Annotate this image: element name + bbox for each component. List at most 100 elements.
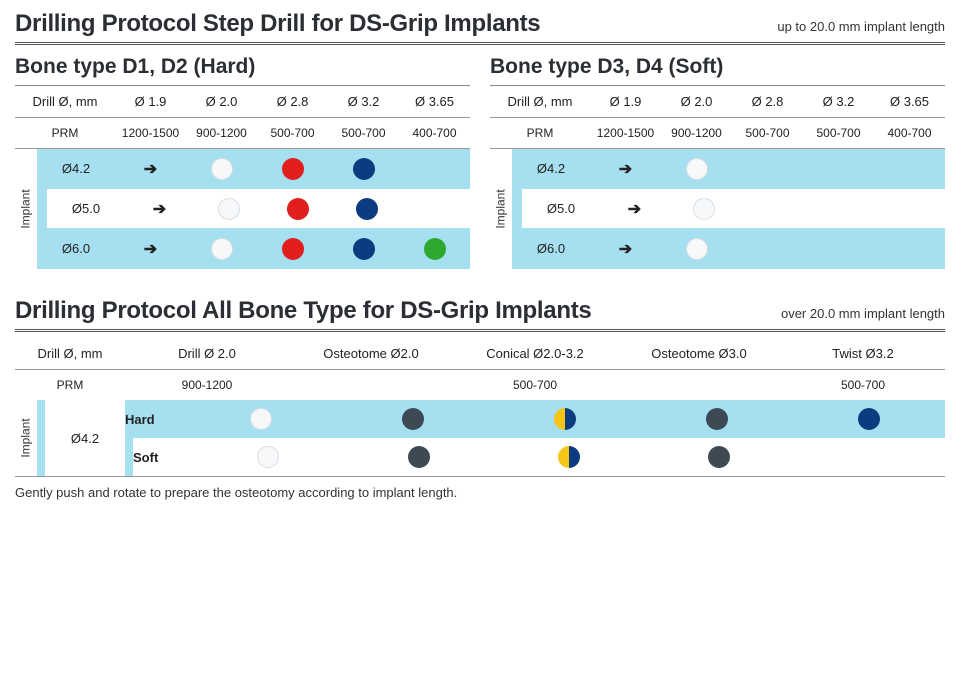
dot-slate (644, 446, 794, 468)
soft-header-row: Drill Ø, mm Ø 1.9 Ø 2.0 Ø 2.8 Ø 3.2 Ø 3.… (490, 86, 945, 118)
bottom-title: Drilling Protocol All Bone Type for DS-G… (15, 297, 591, 325)
diam: Ø 3.2 (803, 94, 874, 109)
implant-tab-label: Implant (494, 189, 508, 228)
panel-hard-title: Bone type D1, D2 (Hard) (15, 51, 470, 86)
implant-diameter: Ø4.2 (37, 161, 115, 176)
col: Conical Ø2.0-3.2 (453, 346, 617, 361)
dot-navy (328, 158, 399, 180)
dot-navy (332, 198, 401, 220)
dot-green (399, 238, 470, 260)
diam: Ø 1.9 (590, 94, 661, 109)
col: Twist Ø3.2 (781, 346, 945, 361)
implant-row: Ø4.2➔ (512, 149, 945, 189)
soft-implant-block: Implant Ø4.2➔Ø5.0➔Ø6.0➔ (490, 149, 945, 269)
dot-slate (343, 446, 493, 468)
soft-implant-rows: Ø4.2➔Ø5.0➔Ø6.0➔ (512, 149, 945, 269)
dot-white (661, 158, 732, 180)
panel-soft-title: Bone type D3, D4 (Soft) (490, 51, 945, 86)
bottom-implant-block: Implant Ø4.2 Hard Soft (15, 400, 945, 476)
dot-slate (337, 408, 489, 430)
bone-row: Hard (125, 400, 945, 438)
dot-white (185, 408, 337, 430)
diam: Ø 3.65 (399, 94, 470, 109)
dot-white (661, 238, 732, 260)
implant-diameter: Ø5.0 (47, 201, 125, 216)
diam: Ø 3.65 (874, 94, 945, 109)
footnote: Gently push and rotate to prepare the os… (15, 476, 945, 500)
prm-label: PRM (15, 126, 115, 140)
drill-label: Drill Ø, mm (15, 94, 115, 109)
drill-label: Drill Ø, mm (15, 346, 125, 361)
dot-red (257, 238, 328, 260)
dot-white (669, 198, 738, 220)
dot-white (186, 158, 257, 180)
prm-label: PRM (15, 378, 125, 392)
drill-label: Drill Ø, mm (490, 94, 590, 109)
implant-row: Ø6.0➔ (37, 229, 470, 269)
prm: 500-700 (257, 126, 328, 140)
prm: 400-700 (874, 126, 945, 140)
prm: 400-700 (399, 126, 470, 140)
implant-row: Ø5.0➔ (522, 189, 945, 229)
col: Drill Ø 2.0 (125, 346, 289, 361)
col: Osteotome Ø3.0 (617, 346, 781, 361)
prm: 900-1200 (186, 126, 257, 140)
prm: 1200-1500 (115, 126, 186, 140)
arrow-icon: ➔ (590, 239, 661, 259)
bottom-section: Drilling Protocol All Bone Type for DS-G… (15, 297, 945, 500)
implant-tab: Implant (15, 400, 37, 476)
diam: Ø 2.0 (661, 94, 732, 109)
top-subtitle: up to 20.0 mm implant length (777, 19, 945, 34)
bottom-implant-rows: Hard Soft (125, 400, 945, 476)
dot-white (194, 198, 263, 220)
diam: Ø 1.9 (115, 94, 186, 109)
prm: 500-700 (453, 378, 617, 392)
bottom-title-row: Drilling Protocol All Bone Type for DS-G… (15, 297, 945, 332)
prm: 500-700 (328, 126, 399, 140)
bottom-prm-row: PRM 900-1200 500-700 500-700 (15, 370, 945, 400)
prm: 500-700 (781, 378, 945, 392)
arrow-icon: ➔ (125, 199, 194, 219)
hard-prm-row: PRM 1200-1500 900-1200 500-700 500-700 4… (15, 118, 470, 149)
dot-half (489, 408, 641, 430)
implant-tab-label: Implant (19, 189, 33, 228)
bone-type-label: Soft (133, 450, 193, 465)
dot-white (186, 238, 257, 260)
implant-diameter: Ø4.2 (512, 161, 590, 176)
bone-type-label: Hard (125, 412, 185, 427)
implant-diameter: Ø6.0 (512, 241, 590, 256)
top-title: Drilling Protocol Step Drill for DS-Grip… (15, 10, 540, 38)
hard-implant-block: Implant Ø4.2➔Ø5.0➔Ø6.0➔ (15, 149, 470, 269)
bottom-diameter: Ø4.2 (45, 400, 125, 476)
diam: Ø 2.0 (186, 94, 257, 109)
arrow-icon: ➔ (600, 199, 669, 219)
implant-diameter: Ø5.0 (522, 201, 600, 216)
arrow-icon: ➔ (115, 239, 186, 259)
implant-diameter: Ø6.0 (37, 241, 115, 256)
col: Osteotome Ø2.0 (289, 346, 453, 361)
dot-navy (328, 238, 399, 260)
top-title-row: Drilling Protocol Step Drill for DS-Grip… (15, 10, 945, 45)
panel-soft: Bone type D3, D4 (Soft) Drill Ø, mm Ø 1.… (490, 51, 945, 269)
implant-row: Ø6.0➔ (512, 229, 945, 269)
two-panels: Bone type D1, D2 (Hard) Drill Ø, mm Ø 1.… (15, 51, 945, 269)
hard-implant-rows: Ø4.2➔Ø5.0➔Ø6.0➔ (37, 149, 470, 269)
hard-header-row: Drill Ø, mm Ø 1.9 Ø 2.0 Ø 2.8 Ø 3.2 Ø 3.… (15, 86, 470, 118)
prm-label: PRM (490, 126, 590, 140)
diam: Ø 3.2 (328, 94, 399, 109)
prm: 1200-1500 (590, 126, 661, 140)
diam: Ø 2.8 (257, 94, 328, 109)
bottom-header-row: Drill Ø, mm Drill Ø 2.0 Osteotome Ø2.0 C… (15, 338, 945, 370)
implant-row: Ø4.2➔ (37, 149, 470, 189)
implant-tab: Implant (490, 149, 512, 269)
dot-navy (793, 408, 945, 430)
implant-tab-label: Implant (19, 418, 33, 457)
arrow-icon: ➔ (115, 159, 186, 179)
implant-tab: Implant (15, 149, 37, 269)
arrow-icon: ➔ (590, 159, 661, 179)
prm: 900-1200 (125, 378, 289, 392)
dot-white (193, 446, 343, 468)
bottom-subtitle: over 20.0 mm implant length (781, 306, 945, 321)
panel-hard: Bone type D1, D2 (Hard) Drill Ø, mm Ø 1.… (15, 51, 470, 269)
prm: 500-700 (732, 126, 803, 140)
